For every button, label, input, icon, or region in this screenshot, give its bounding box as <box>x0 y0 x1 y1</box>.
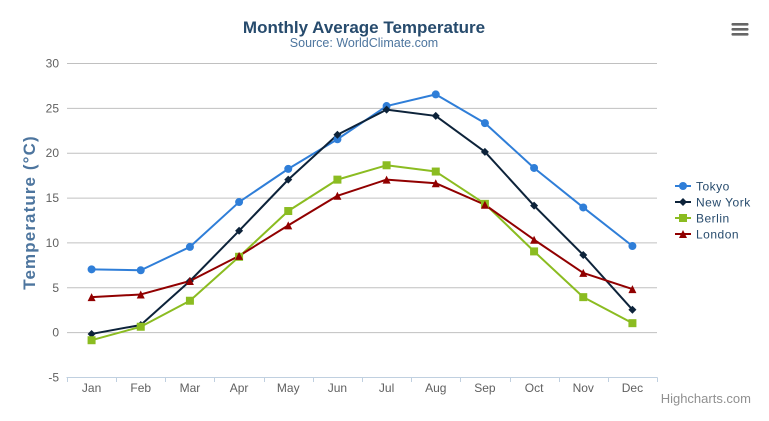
svg-text:Source: WorldClimate.com: Source: WorldClimate.com <box>290 36 438 50</box>
svg-text:5: 5 <box>52 281 59 295</box>
svg-text:New York: New York <box>696 196 751 210</box>
svg-text:Temperature (°C): Temperature (°C) <box>20 135 39 289</box>
svg-text:-5: -5 <box>48 371 59 385</box>
svg-text:25: 25 <box>46 101 60 115</box>
svg-text:Tokyo: Tokyo <box>696 180 730 194</box>
svg-text:Mar: Mar <box>180 381 201 395</box>
svg-text:Monthly Average Temperature: Monthly Average Temperature <box>243 18 485 37</box>
svg-text:Nov: Nov <box>573 381 594 395</box>
svg-text:Oct: Oct <box>525 381 544 395</box>
svg-text:0: 0 <box>52 326 59 340</box>
svg-text:Aug: Aug <box>425 381 446 395</box>
svg-text:Highcharts.com: Highcharts.com <box>661 391 751 406</box>
svg-text:Jul: Jul <box>379 381 394 395</box>
svg-text:30: 30 <box>46 57 60 71</box>
svg-text:May: May <box>277 381 300 395</box>
svg-text:15: 15 <box>46 191 60 205</box>
svg-text:Jun: Jun <box>328 381 347 395</box>
svg-text:10: 10 <box>46 236 60 250</box>
svg-text:Dec: Dec <box>622 381 643 395</box>
svg-text:London: London <box>696 228 739 242</box>
svg-text:Berlin: Berlin <box>696 212 730 226</box>
svg-text:Feb: Feb <box>130 381 151 395</box>
svg-text:Apr: Apr <box>230 381 249 395</box>
svg-text:Sep: Sep <box>474 381 496 395</box>
svg-text:20: 20 <box>46 146 60 160</box>
svg-text:Jan: Jan <box>82 381 101 395</box>
